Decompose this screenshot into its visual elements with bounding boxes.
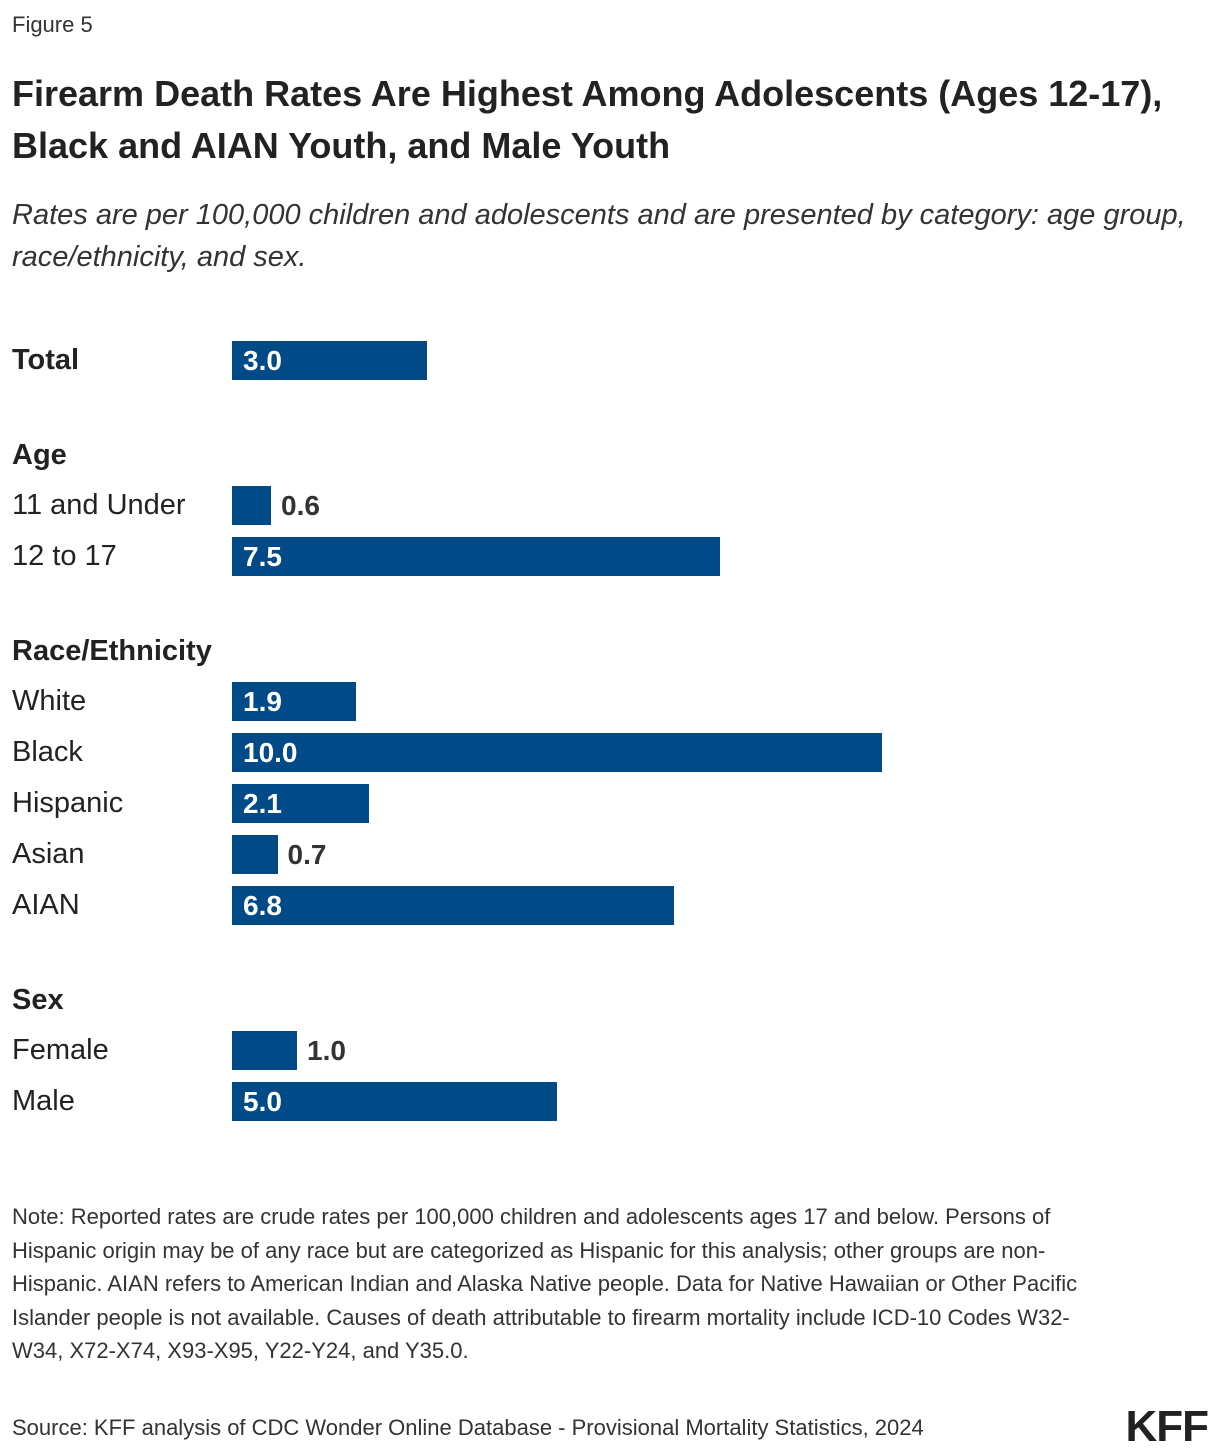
bar — [232, 835, 278, 874]
data-label: 1.9 — [243, 686, 282, 717]
category-label: Asian — [12, 838, 85, 870]
category-label: Female — [12, 1034, 109, 1066]
kff-logo: KFF — [1125, 1402, 1209, 1451]
data-label: 5.0 — [243, 1086, 282, 1117]
group-header: Sex — [12, 984, 64, 1016]
bar-row: Female 1.0 — [0, 1025, 1220, 1076]
group-spacer — [0, 386, 1220, 430]
bar-row: White 1.9 — [0, 676, 1220, 727]
chart-subtitle: Rates are per 100,000 children and adole… — [12, 199, 1186, 273]
data-label: 0.6 — [281, 490, 320, 521]
data-label: 10.0 — [243, 737, 298, 768]
bar-row: Hispanic 2.1 — [0, 778, 1220, 829]
data-label: 3.0 — [243, 345, 282, 376]
bar — [232, 1031, 297, 1070]
bar-row: 11 and Under 0.6 — [0, 480, 1220, 531]
bar — [232, 886, 674, 925]
bar — [232, 486, 271, 525]
data-label: 2.1 — [243, 788, 282, 819]
chart-note: Note: Reported rates are crude rates per… — [12, 1204, 1078, 1363]
category-label: 12 to 17 — [12, 540, 117, 572]
data-label: 0.7 — [287, 839, 327, 870]
category-label: Male — [12, 1085, 75, 1117]
bar-row: Black 10.0 — [0, 727, 1220, 778]
chart-title: Firearm Death Rates Are Highest Among Ad… — [12, 73, 1163, 166]
category-label: Hispanic — [12, 787, 124, 819]
bar — [232, 537, 720, 576]
bar — [232, 784, 369, 823]
data-label: 1.0 — [307, 1035, 346, 1066]
data-label: 6.8 — [243, 890, 282, 921]
bar-row: Total 3.0 — [0, 335, 1220, 386]
category-label: Black — [12, 736, 83, 768]
bar-chart: Total 3.0 Age 11 and Under 0.6 12 to 17 7.5 Rac… — [0, 335, 1220, 1127]
bar — [232, 341, 427, 380]
bar — [232, 682, 356, 721]
category-label: 11 and Under — [12, 489, 186, 521]
bar — [232, 1082, 557, 1121]
group-header: Race/Ethnicity — [12, 635, 212, 667]
group-spacer — [0, 582, 1220, 626]
group-header: Age — [12, 439, 67, 471]
bar-row: Asian 0.7 — [0, 829, 1220, 880]
chart-source: Source: KFF analysis of CDC Wonder Onlin… — [12, 1415, 924, 1440]
group-spacer — [0, 931, 1220, 975]
bar — [232, 733, 882, 772]
bar-row: 12 to 17 7.5 — [0, 531, 1220, 582]
category-label: White — [12, 685, 87, 717]
figure-label: Figure 5 — [12, 12, 93, 37]
bar-row: Male 5.0 — [0, 1076, 1220, 1127]
category-label: Total — [12, 344, 80, 376]
data-label: 7.5 — [243, 541, 282, 572]
category-label: AIAN — [12, 889, 80, 921]
bar-row: AIAN 6.8 — [0, 880, 1220, 931]
